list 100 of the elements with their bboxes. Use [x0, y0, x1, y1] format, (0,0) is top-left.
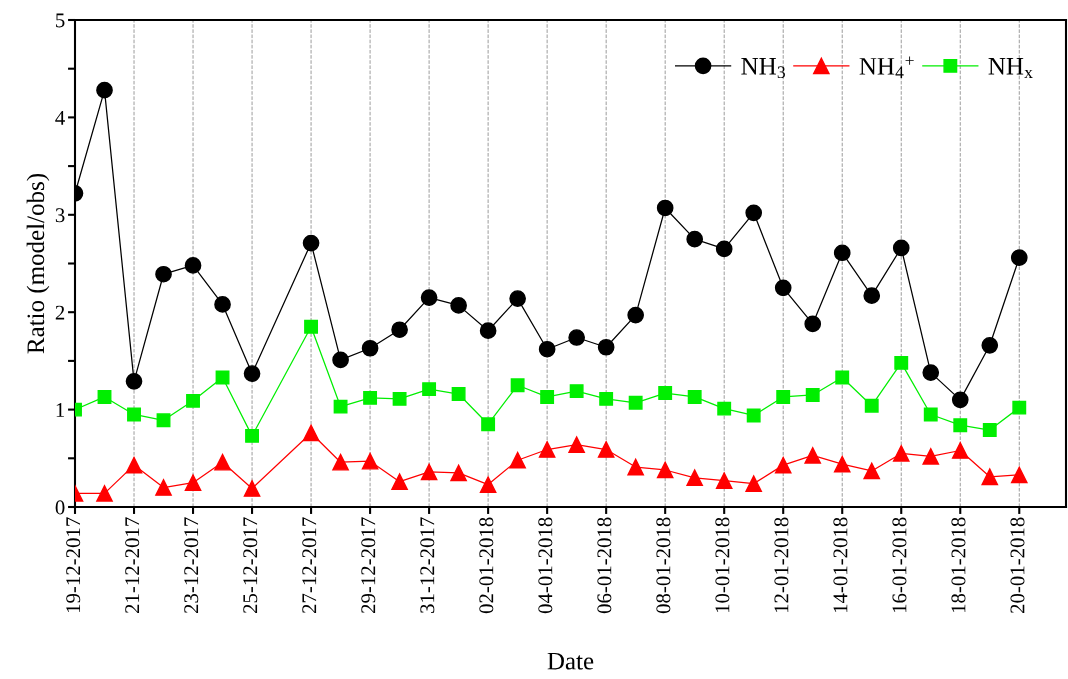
point: [656, 461, 674, 479]
x-tick-label: 31-12-2017: [420, 517, 435, 613]
point: [332, 453, 349, 471]
point: [864, 398, 879, 413]
point: [922, 364, 940, 381]
point: [805, 388, 820, 402]
point: [1012, 400, 1027, 415]
point: [1010, 466, 1028, 484]
x-axis-title: Date: [547, 652, 594, 670]
point: [479, 476, 497, 493]
y-tick-label: 0: [55, 500, 65, 515]
y-axis-title: Ratio (model/obs): [26, 173, 50, 354]
point: [392, 391, 407, 406]
point: [450, 297, 467, 314]
point: [745, 204, 763, 222]
legend-label: NH$_{x}$: [988, 58, 1033, 78]
point: [451, 387, 466, 401]
point: [835, 370, 850, 385]
point: [186, 393, 200, 408]
point: [333, 399, 348, 414]
point: [804, 447, 822, 464]
point: [214, 296, 231, 313]
point: [479, 322, 497, 340]
point: [243, 365, 261, 382]
point: [951, 391, 969, 409]
x-tick-label: 18-01-2018: [951, 517, 966, 613]
y-tick-label: 1: [56, 403, 65, 417]
point: [125, 373, 143, 390]
point: [155, 265, 172, 283]
point: [96, 485, 113, 502]
point: [628, 395, 643, 410]
point: [686, 230, 704, 248]
point: [361, 452, 379, 470]
point: [599, 391, 614, 406]
x-tick-label: 19-12-2017: [66, 517, 81, 613]
x-tick-label: 21-12-2017: [125, 517, 140, 614]
point: [833, 244, 851, 262]
point: [540, 389, 555, 404]
point: [245, 428, 259, 443]
x-tick-label: 10-01-2018: [715, 517, 730, 613]
point: [656, 199, 674, 217]
point: [746, 408, 761, 423]
point: [96, 81, 113, 99]
point: [391, 473, 408, 491]
point: [953, 418, 968, 433]
point: [510, 378, 525, 393]
x-tick-label: 06-01-2018: [597, 517, 612, 614]
point: [776, 389, 791, 404]
x-tick-label: 02-01-2018: [479, 517, 494, 614]
point: [214, 453, 231, 471]
point: [127, 407, 141, 422]
point: [863, 462, 881, 480]
point: [481, 417, 496, 432]
point: [538, 340, 556, 358]
x-tick-label: 27-12-2017: [302, 517, 317, 614]
point: [568, 329, 585, 346]
point: [982, 423, 997, 437]
point: [97, 389, 112, 404]
point: [304, 319, 319, 334]
point: [184, 257, 202, 274]
point: [597, 441, 615, 458]
point: [658, 386, 673, 400]
y-tick-label: 5: [56, 13, 65, 28]
y-tick-label: 3: [55, 208, 65, 223]
point: [332, 351, 349, 369]
point: [774, 279, 792, 297]
point: [745, 475, 763, 492]
point: [361, 339, 379, 357]
point: [717, 401, 732, 416]
point: [420, 463, 438, 481]
point: [892, 445, 910, 462]
point: [981, 336, 999, 354]
x-tick-label: 08-01-2018: [656, 517, 671, 614]
point: [892, 239, 910, 257]
point: [951, 442, 969, 459]
point: [833, 455, 851, 473]
x-tick-label: 20-01-2018: [1010, 517, 1025, 614]
point: [243, 480, 261, 497]
legend-label: NH$_{4}$$^{+}$: [859, 56, 914, 78]
point: [627, 458, 644, 476]
point: [1010, 249, 1028, 266]
point: [450, 464, 467, 482]
point: [715, 472, 733, 490]
x-tick-label: 25-12-2017: [243, 517, 258, 614]
point: [569, 384, 584, 399]
legend-label: NH$_{3}$: [741, 58, 785, 79]
point: [363, 390, 378, 405]
point: [863, 287, 881, 304]
point: [715, 240, 733, 258]
y-tick-label: 2: [55, 305, 65, 320]
point: [125, 456, 143, 474]
x-tick-label: 04-01-2018: [538, 517, 553, 614]
point: [538, 441, 556, 458]
point: [302, 234, 320, 252]
point: [597, 338, 615, 356]
point: [923, 407, 938, 422]
x-tick-label: 29-12-2017: [361, 517, 376, 614]
point: [420, 289, 438, 306]
point: [391, 321, 408, 339]
point: [981, 468, 999, 486]
